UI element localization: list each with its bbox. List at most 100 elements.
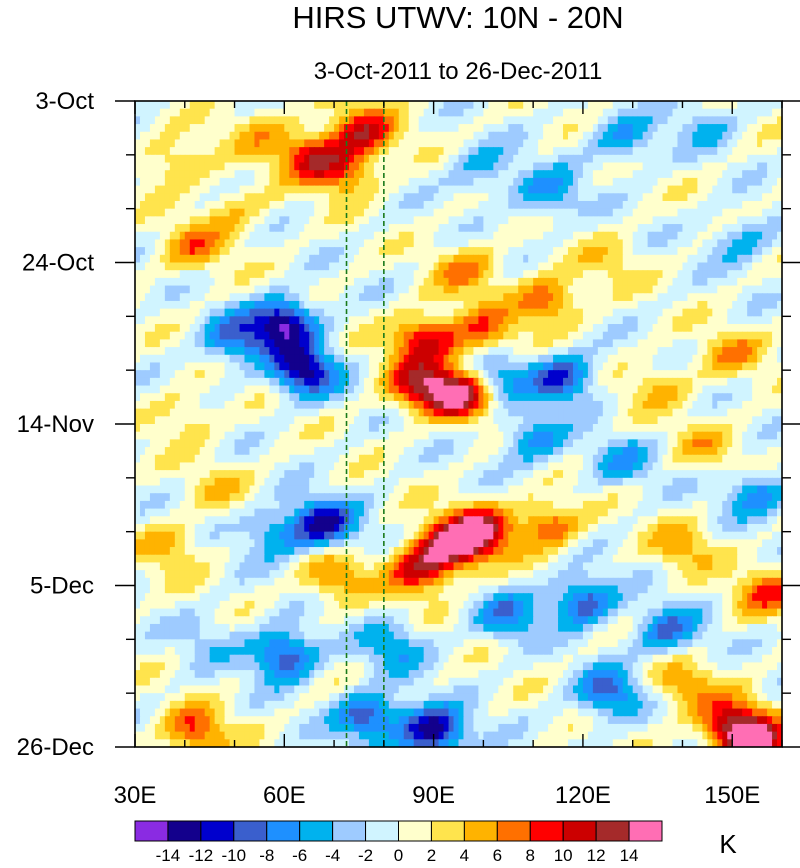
heatmap-cell — [752, 147, 758, 156]
heatmap-cell — [349, 185, 355, 194]
heatmap-cell — [393, 147, 400, 156]
heatmap-cell — [622, 185, 629, 194]
heatmap-cell — [149, 124, 156, 133]
heatmap-cell — [463, 116, 470, 125]
heatmap-cell — [453, 308, 460, 317]
heatmap-cell — [438, 300, 445, 310]
heatmap-cell — [199, 147, 206, 156]
heatmap-cell — [189, 154, 196, 164]
heatmap-cell — [344, 216, 350, 225]
heatmap-cell — [533, 108, 539, 117]
heatmap-cell — [184, 216, 191, 225]
heatmap-cell — [149, 324, 156, 333]
heatmap-cell — [592, 377, 599, 387]
heatmap-cell — [135, 339, 141, 348]
heatmap-cell — [627, 224, 634, 233]
heatmap-cell — [209, 393, 216, 402]
heatmap-cell — [498, 239, 504, 248]
heatmap-cell — [662, 124, 669, 133]
heatmap-cell — [647, 347, 654, 356]
heatmap-cell — [617, 147, 624, 156]
heatmap-cell — [433, 247, 440, 256]
heatmap-cell — [762, 347, 768, 356]
heatmap-cell — [289, 108, 295, 117]
heatmap-cell — [368, 347, 375, 356]
heatmap-cell — [567, 200, 574, 210]
heatmap-cell — [314, 116, 320, 125]
heatmap-cell — [647, 147, 654, 156]
heatmap-cell — [393, 347, 400, 356]
heatmap-cell — [264, 147, 270, 156]
heatmap-cell — [752, 293, 758, 302]
heatmap-cell — [503, 116, 509, 125]
heatmap-cell — [647, 162, 654, 171]
heatmap-cell — [349, 354, 355, 364]
heatmap-cell — [314, 308, 320, 317]
heatmap-cell — [647, 362, 654, 371]
heatmap-cell — [194, 247, 201, 256]
heatmap-cell — [587, 224, 594, 233]
heatmap-cell — [309, 347, 315, 356]
heatmap-cell — [229, 216, 236, 225]
heatmap-cell — [528, 116, 534, 125]
heatmap-cell — [513, 177, 519, 187]
heatmap-cell — [677, 216, 684, 225]
heatmap-cell — [423, 247, 430, 256]
heatmap-cell — [513, 239, 519, 248]
heatmap-cell — [159, 316, 166, 325]
heatmap-cell — [727, 370, 733, 379]
heatmap-cell — [329, 316, 335, 325]
heatmap-cell — [777, 116, 783, 125]
heatmap-cell — [284, 339, 290, 348]
heatmap-cell — [558, 270, 564, 279]
heatmap-cell — [478, 262, 484, 271]
heatmap-cell — [135, 193, 141, 202]
heatmap-cell — [413, 101, 420, 110]
heatmap-cell — [767, 285, 773, 294]
chart-title: HIRS UTWV: 10N - 20N — [292, 0, 623, 35]
heatmap-cell — [632, 362, 639, 371]
heatmap-cell — [687, 300, 694, 310]
heatmap-cell — [154, 131, 161, 141]
heatmap-cell — [572, 185, 579, 194]
heatmap-cell — [443, 216, 450, 225]
heatmap-cell — [358, 370, 365, 379]
heatmap-cell — [413, 162, 420, 171]
heatmap-cell — [398, 170, 405, 179]
heatmap-cell — [463, 370, 470, 379]
heatmap-cell — [189, 231, 196, 241]
heatmap-cell — [498, 200, 504, 210]
heatmap-cell — [692, 316, 698, 325]
heatmap-cell — [314, 185, 320, 194]
heatmap-cell — [349, 316, 355, 325]
heatmap-cell — [647, 300, 654, 310]
heatmap-cell — [443, 162, 450, 171]
heatmap-cell — [662, 293, 669, 302]
heatmap-cell — [453, 354, 460, 364]
heatmap-cell — [587, 331, 594, 340]
heatmap-cell — [488, 101, 494, 110]
heatmap-cell — [334, 162, 340, 171]
heatmap-cell — [244, 124, 251, 133]
heatmap-cell — [672, 224, 679, 233]
heatmap-cell — [408, 162, 415, 171]
heatmap-cell — [468, 200, 475, 210]
heatmap-cell — [647, 185, 654, 194]
heatmap-cell — [483, 231, 489, 241]
heatmap-cell — [657, 362, 664, 371]
heatmap-cell — [194, 231, 201, 241]
heatmap-cell — [473, 300, 480, 310]
heatmap-cell — [363, 231, 370, 241]
heatmap-cell — [279, 147, 285, 156]
heatmap-cell — [682, 200, 689, 210]
heatmap-cell — [339, 108, 345, 117]
heatmap-cell — [428, 116, 435, 125]
heatmap-cell — [194, 185, 201, 194]
heatmap-cell — [508, 154, 514, 164]
heatmap-cell — [682, 354, 689, 364]
heatmap-cell — [707, 116, 713, 125]
heatmap-cell — [632, 354, 639, 364]
heatmap-cell — [592, 231, 599, 241]
heatmap-cell — [324, 208, 330, 217]
heatmap-cell — [742, 139, 748, 148]
